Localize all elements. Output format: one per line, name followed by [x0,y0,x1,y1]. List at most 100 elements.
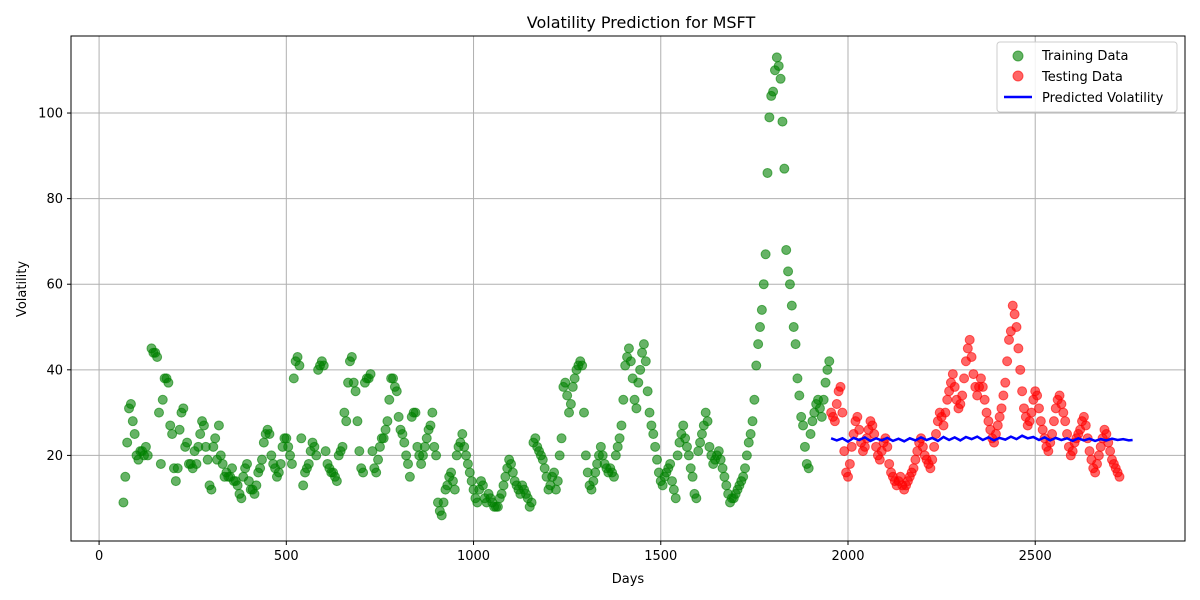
testing-data-point [947,369,958,380]
training-data-point [631,403,642,414]
training-data-point [638,339,649,350]
training-data-point [195,429,206,440]
testing-data-point [1002,356,1013,367]
testing-data-point [1032,390,1043,401]
training-data-point [427,407,438,418]
x-tick-label: 2000 [831,549,864,564]
training-data-point [275,458,286,469]
training-data-series [118,52,835,521]
legend-testing-label: Testing Data [1041,70,1123,85]
training-data-point [354,446,365,457]
testing-data-point [981,407,992,418]
testing-data-point [1015,364,1026,375]
training-data-point [691,493,702,504]
testing-data-point [1035,416,1046,427]
training-data-point [266,450,277,461]
testing-data-point [837,407,848,418]
training-data-point [373,454,384,465]
y-axis-ticks: 20 40 60 80 100 [38,107,71,464]
testing-data-point [998,390,1009,401]
training-data-point [298,480,309,491]
training-data-point [303,458,314,469]
training-data-point [678,420,689,431]
training-data-point [294,360,305,371]
training-data-point [764,112,775,123]
training-data-point [419,441,430,452]
testing-data-point [867,420,878,431]
training-data-point [425,420,436,431]
training-data-point [560,377,571,388]
training-data-point [807,416,818,427]
x-tick-label: 1000 [457,549,490,564]
training-data-point [446,467,457,478]
training-data-point [713,446,724,457]
training-data-point [374,441,385,452]
training-data-point [614,433,625,444]
training-data-point [820,377,831,388]
training-data-point [371,467,382,478]
testing-data-point [829,416,840,427]
training-data-point [740,463,751,474]
legend-box [996,41,1178,113]
training-data-point [477,480,488,491]
testing-data-point [1037,424,1048,435]
training-data-point [595,441,606,452]
training-data-point [796,411,807,422]
training-data-point [249,488,260,499]
training-data-point [462,458,473,469]
testing-data-point [1067,446,1078,457]
legend-training-label: Training Data [1041,49,1128,64]
training-data-point [167,429,178,440]
training-data-point [507,467,518,478]
testing-data-point [1058,407,1069,418]
training-data-point [668,484,679,495]
training-data-point [182,437,193,448]
training-data-point [775,73,786,84]
training-data-point [341,416,352,427]
training-data-point [657,480,668,491]
training-data-point [562,390,573,401]
testing-data-point [959,373,970,384]
training-data-point [768,86,779,97]
training-data-point [777,116,788,127]
training-data-point [745,429,756,440]
training-data-point [208,441,219,452]
training-data-point [670,493,681,504]
testing-data-point [992,420,1003,431]
training-data-point [391,386,402,397]
y-tick-label: 60 [46,278,63,293]
training-data-point [816,411,827,422]
training-data-point [751,360,762,371]
training-data-point [125,399,136,410]
training-data-point [264,429,275,440]
training-data-point [612,441,623,452]
training-data-point [687,471,698,482]
training-data-point [296,433,307,444]
training-data-point [172,463,183,474]
training-data-point [388,373,399,384]
training-data-point [743,437,754,448]
training-data-point [318,360,329,371]
testing-data-point [983,416,994,427]
training-data-point [824,356,835,367]
training-data-point [210,433,221,444]
testing-data-point [1033,403,1044,414]
training-data-point [449,484,460,495]
training-data-point [693,446,704,457]
training-data-point [685,463,696,474]
training-data-point [665,458,676,469]
training-data-point [337,441,348,452]
training-data-point [191,458,202,469]
training-data-point [365,369,376,380]
training-data-point [436,510,447,521]
training-data-point [283,441,294,452]
training-data-point [417,450,428,461]
testing-data-point [1078,411,1089,422]
training-data-point [762,167,773,178]
training-data-point [346,351,357,362]
training-data-point [629,394,640,405]
training-data-point [814,403,825,414]
testing-data-point [1080,420,1091,431]
training-data-point [236,493,247,504]
training-data-point [451,450,462,461]
